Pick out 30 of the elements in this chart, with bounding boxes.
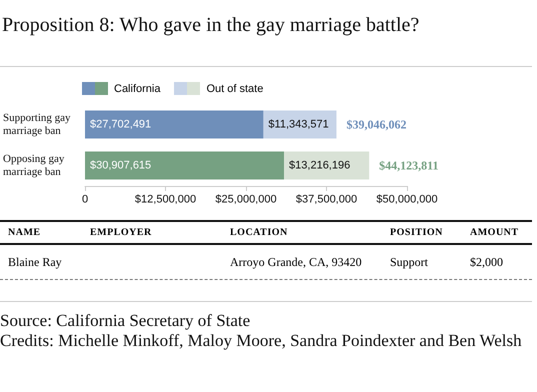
data-label: $27,702,491	[90, 118, 152, 130]
data-label: $13,216,196	[289, 160, 350, 172]
text: AMOUNT	[469, 227, 520, 238]
total-label: $44,123,811	[379, 158, 438, 172]
x-tick-label: $37,500,000	[296, 194, 358, 206]
text: Credits: Michelle Minkoff, Maloy Moore, Sandra Poindexter and Ben Welsh	[0, 331, 523, 351]
text: Blaine Ray	[7, 254, 63, 270]
total-label: $39,046,062	[346, 118, 406, 132]
data-label: $11,343,571	[268, 118, 329, 130]
x-tick-label: $25,000,000	[215, 194, 277, 206]
y-tick-label: Supporting gay marriage ban	[3, 112, 74, 137]
text: POSITION	[389, 227, 444, 238]
x-tick-label: $50,000,000	[376, 194, 438, 206]
source-note: Source: California Secretary of State	[0, 311, 252, 331]
bar	[85, 152, 284, 180]
text: NAME	[7, 227, 42, 238]
text: Arroyo Grande, CA, 93420	[229, 254, 363, 270]
chart-title: Proposition 8: Who gave in the gay marriage battle?	[2, 14, 420, 37]
x-tick-label: $12,500,000	[134, 194, 196, 206]
x-tick-label: 0	[82, 194, 88, 206]
text: Support	[389, 254, 430, 270]
y-tick-label: Opposing gay marriage ban	[3, 153, 68, 178]
bar	[85, 110, 264, 138]
text: EMPLOYER	[89, 227, 153, 238]
legend-label: Out of state	[206, 82, 264, 94]
text: $2,000	[469, 254, 504, 270]
bar	[284, 152, 370, 180]
text: LOCATION	[229, 227, 289, 238]
legend-label: California	[114, 82, 160, 94]
data-label: $30,907,615	[90, 160, 152, 172]
